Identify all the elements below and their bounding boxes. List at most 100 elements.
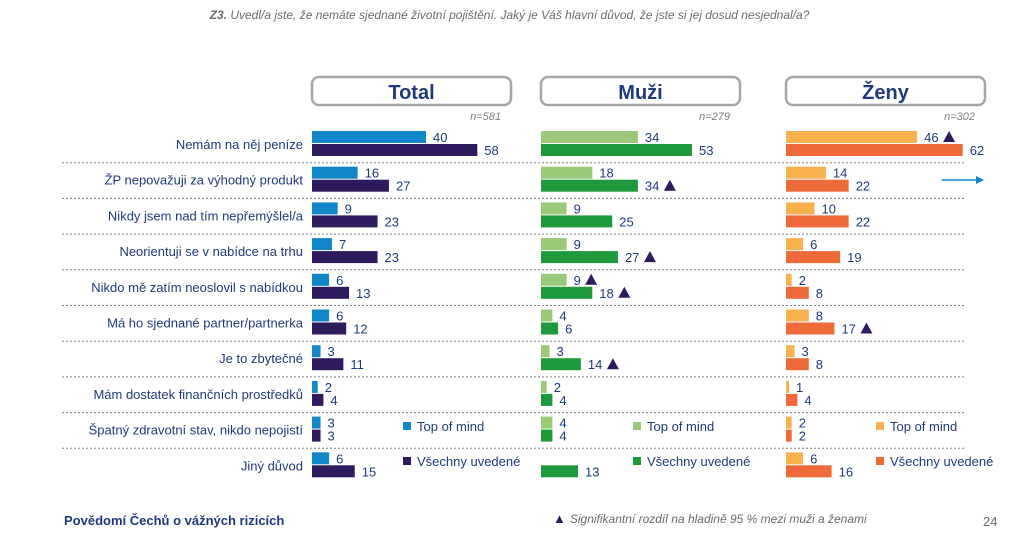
data-label: 23 (385, 250, 399, 265)
legend-label: Top of mind (647, 419, 714, 434)
arrow-right-icon (976, 176, 984, 184)
bar (312, 309, 330, 322)
bar (312, 286, 350, 299)
bar (541, 345, 550, 358)
bar (312, 215, 378, 228)
bar (786, 322, 835, 335)
bar (786, 416, 792, 429)
bar (786, 202, 815, 215)
bar (786, 309, 809, 322)
category-label: Nikdo mě zatím neoslovil s nabídkou (91, 280, 303, 295)
bar (541, 322, 559, 335)
bar (312, 465, 355, 478)
bar (312, 131, 426, 143)
legend-label: Všechny uvedené (647, 454, 750, 469)
data-label: 4 (559, 416, 566, 431)
bar (541, 393, 553, 406)
bar (786, 358, 809, 371)
data-label: 40 (433, 130, 447, 145)
bar (541, 166, 593, 179)
data-label: 2 (325, 380, 332, 395)
data-label: 22 (856, 214, 870, 229)
bar (786, 131, 918, 143)
category-label: Neorientuji se v nabídce na trhu (119, 244, 303, 259)
bar (541, 131, 638, 143)
bar (541, 309, 553, 322)
data-label: 16 (839, 464, 853, 479)
question-body: Uvedl/a jste, že nemáte sjednané životní… (230, 8, 810, 22)
bar (541, 358, 581, 371)
data-label: 11 (350, 357, 364, 372)
significance-triangle-icon (618, 286, 631, 298)
significance-note-text: Signifikantní rozdíl na hladině 95 % mez… (569, 512, 867, 526)
bar (786, 452, 804, 465)
data-label: 6 (810, 237, 817, 252)
bar (312, 429, 321, 442)
data-label: 3 (328, 416, 335, 431)
legend-swatch (403, 457, 411, 465)
data-label: 18 (599, 166, 613, 181)
legend-swatch (633, 457, 641, 465)
category-label: Nikdy jsem nad tím nepřemýšlel/a (108, 208, 304, 223)
data-label: 2 (799, 429, 806, 444)
category-label: Mám dostatek finančních prostředků (93, 387, 303, 402)
data-label: 18 (599, 286, 613, 301)
data-label: 8 (816, 309, 823, 324)
data-label: 6 (565, 322, 572, 337)
group-header-box (784, 75, 987, 107)
bar (541, 273, 567, 286)
bar (786, 238, 804, 251)
legend-swatch (633, 422, 641, 430)
question-code: Z3. (209, 8, 227, 22)
data-label: 53 (699, 143, 713, 158)
bar (312, 393, 324, 406)
data-label: 62 (970, 143, 984, 158)
data-label: 1 (796, 380, 803, 395)
data-label: 10 (822, 201, 836, 216)
bar (312, 202, 338, 215)
bar (786, 273, 792, 286)
bar (786, 215, 849, 228)
data-label: 19 (847, 250, 861, 265)
bar (541, 380, 547, 393)
group-header-title: Muži (618, 82, 662, 104)
category-label: Nemám na něj peníze (176, 137, 303, 152)
footer-title: Povědomí Čechů o vážných rizicích (64, 513, 285, 528)
question-text: Z3. Uvedl/a jste, že nemáte sjednané živ… (0, 8, 1019, 22)
group-header-title: Ženy (862, 80, 910, 104)
bar (312, 452, 330, 465)
bar (312, 416, 321, 429)
category-label: Špatný zdravotní stav, nikdo nepojistí (89, 423, 304, 438)
significance-note: ▲ Signifikantní rozdíl na hladině 95 % me… (553, 511, 867, 526)
significance-triangle-icon (606, 358, 619, 370)
bar (786, 251, 841, 264)
data-label: 6 (336, 273, 343, 288)
legend-swatch (403, 422, 411, 430)
page-number: 24 (983, 514, 998, 529)
group-sample-size: n=581 (470, 111, 501, 123)
data-label: 14 (588, 357, 602, 372)
data-label: 3 (557, 344, 564, 359)
significance-triangle-icon (585, 273, 598, 285)
group-sample-size: n=279 (699, 111, 730, 123)
bar (786, 166, 826, 179)
bar (541, 144, 693, 156)
legend-label: Všechny uvedené (417, 454, 520, 469)
bar (786, 179, 849, 192)
bar (312, 322, 347, 335)
category-label: ŽP nepovažuji za výhodný produkt (105, 173, 304, 188)
data-label: 9 (574, 273, 581, 288)
bar (312, 251, 378, 264)
data-label: 27 (625, 250, 639, 265)
bar (541, 202, 567, 215)
data-label: 9 (345, 201, 352, 216)
data-label: 14 (833, 166, 847, 181)
bar (312, 144, 478, 156)
data-label: 46 (924, 130, 938, 145)
data-label: 9 (574, 237, 581, 252)
legend-label: Všechny uvedené (890, 454, 993, 469)
data-label: 3 (328, 429, 335, 444)
bar (312, 358, 344, 371)
data-label: 17 (841, 322, 855, 337)
